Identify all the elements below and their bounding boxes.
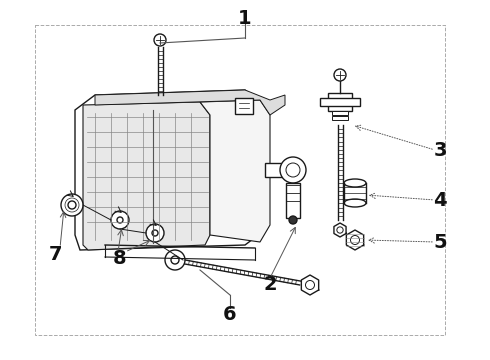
Bar: [265, 163, 295, 177]
Bar: [35, 25, 445, 335]
Circle shape: [171, 256, 179, 264]
Text: 4: 4: [433, 190, 447, 210]
Circle shape: [165, 250, 185, 270]
Text: 6: 6: [223, 306, 237, 324]
Text: 3: 3: [433, 140, 447, 159]
Polygon shape: [75, 90, 265, 250]
Bar: [328, 93, 352, 111]
Text: 1: 1: [238, 9, 252, 27]
Circle shape: [280, 157, 306, 183]
Circle shape: [111, 211, 129, 229]
Ellipse shape: [344, 179, 366, 187]
Circle shape: [117, 217, 123, 223]
Polygon shape: [83, 102, 210, 250]
Bar: [332, 111, 348, 115]
Polygon shape: [200, 100, 270, 242]
Bar: [332, 116, 348, 120]
Text: 5: 5: [433, 233, 447, 252]
Circle shape: [146, 224, 164, 242]
Circle shape: [152, 230, 158, 236]
Polygon shape: [95, 90, 285, 115]
Bar: [320, 98, 360, 106]
Bar: [286, 183, 300, 218]
Circle shape: [286, 163, 300, 177]
Ellipse shape: [344, 199, 366, 207]
Bar: [235, 98, 253, 114]
Circle shape: [289, 216, 297, 224]
Circle shape: [61, 194, 83, 216]
Circle shape: [154, 34, 166, 46]
Text: 7: 7: [48, 246, 62, 265]
Text: 8: 8: [113, 248, 127, 267]
Text: 2: 2: [263, 275, 277, 294]
Circle shape: [68, 201, 76, 209]
Circle shape: [334, 69, 346, 81]
